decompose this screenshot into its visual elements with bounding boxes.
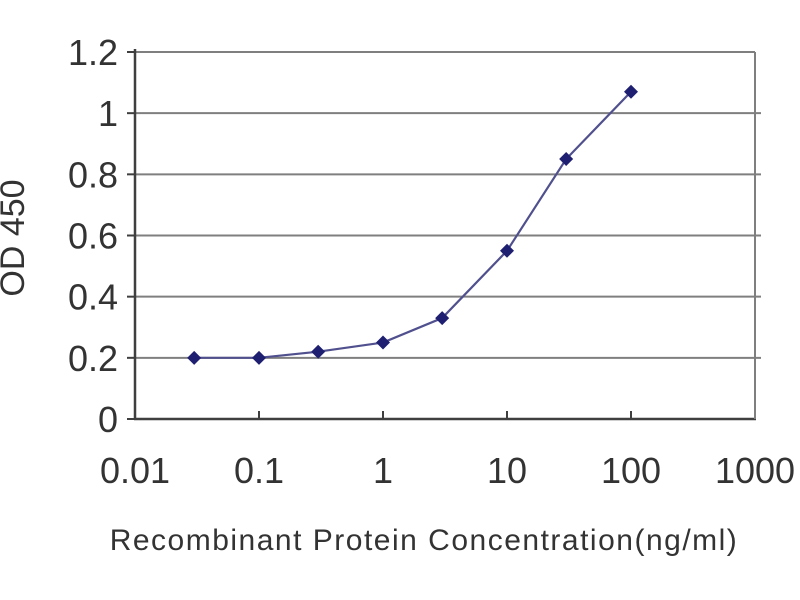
x-tick-label: 0.01: [100, 450, 170, 491]
y-axis-title: OD 450: [0, 179, 32, 296]
x-tick-label: 10: [487, 450, 527, 491]
x-tick-label: 1: [373, 450, 393, 491]
y-tick-label: 0.8: [68, 154, 118, 195]
y-tick-label: 0: [98, 399, 118, 440]
series-line: [194, 90, 632, 359]
data-point-marker: [187, 350, 202, 365]
y-tick-label: 0.2: [68, 338, 118, 379]
x-tick-label: 1000: [715, 450, 795, 491]
data-point-marker: [500, 243, 514, 258]
data-point-marker: [376, 335, 390, 350]
y-tick-label: 0.6: [68, 216, 118, 257]
data-point-marker: [311, 344, 326, 359]
y-tick-label: 1: [98, 93, 118, 134]
data-point-marker: [624, 84, 638, 99]
data-point-marker: [252, 350, 266, 365]
y-tick-label: 0.4: [68, 277, 118, 318]
data-point-marker: [559, 152, 574, 167]
x-tick-label: 100: [601, 450, 661, 491]
data-point-marker: [435, 311, 450, 326]
y-tick-label: 1.2: [68, 32, 118, 73]
x-tick-label: 0.1: [234, 450, 284, 491]
x-axis-title: Recombinant Protein Concentration(ng/ml): [110, 524, 739, 557]
